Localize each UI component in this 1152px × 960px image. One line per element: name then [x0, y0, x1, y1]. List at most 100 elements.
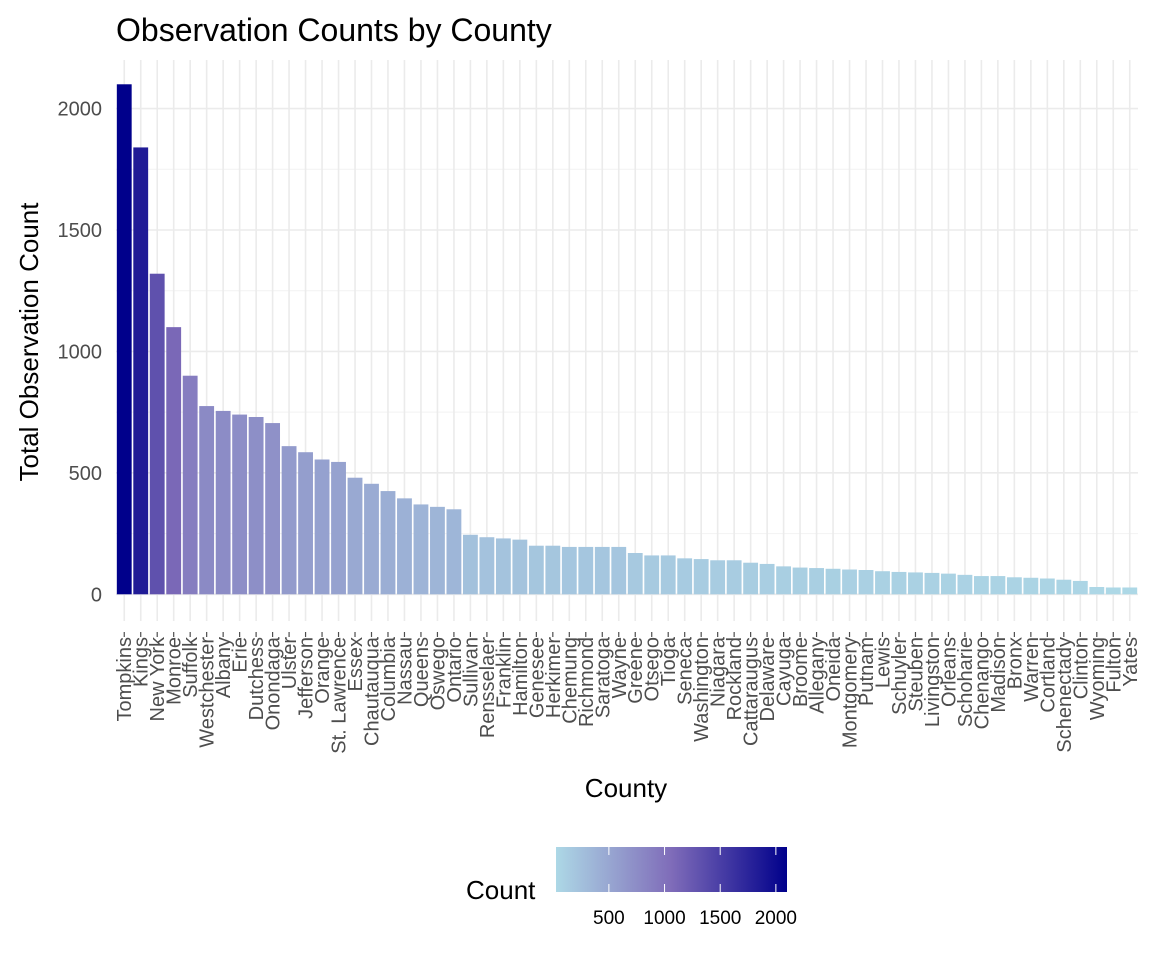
- y-axis-title: Total Observation Count: [14, 202, 44, 482]
- bar: [660, 555, 676, 595]
- x-tick-label: Schuyler: [889, 637, 911, 715]
- y-tick-label: 0: [91, 584, 102, 606]
- x-tick-label: Essex: [345, 637, 367, 691]
- x-tick-label: Lewis: [873, 637, 895, 688]
- bar: [182, 375, 198, 595]
- x-tick-label: Steuben: [905, 637, 927, 712]
- bar: [743, 562, 759, 595]
- bar: [611, 546, 627, 595]
- bar: [331, 461, 346, 595]
- bar: [990, 576, 1006, 595]
- bar: [397, 498, 412, 595]
- bar: [627, 553, 643, 595]
- x-tick-label: Delaware: [757, 637, 779, 721]
- x-tick-label: Jefferson: [296, 637, 318, 719]
- x-tick-label: St. Lawrence: [329, 637, 351, 754]
- bar: [347, 477, 363, 595]
- x-tick-label: Orange: [312, 637, 334, 704]
- x-tick-label: Monroe: [164, 637, 186, 705]
- x-tick-label: Rockland: [724, 637, 746, 720]
- x-tick-label: Rensselaer: [477, 637, 499, 739]
- x-tick-label: Herkimer: [543, 637, 565, 718]
- bar: [446, 509, 462, 595]
- bar: [265, 423, 281, 595]
- x-tick-label: Madison: [988, 637, 1010, 713]
- x-tick-label: Chemung: [559, 637, 581, 724]
- x-tick-label: Tompkins: [114, 637, 136, 721]
- x-tick-label: Warren: [1021, 637, 1043, 702]
- x-tick-label: Orleans: [938, 637, 960, 707]
- bar: [281, 446, 297, 595]
- legend-tick-label: 2000: [755, 908, 797, 929]
- bar: [512, 539, 528, 595]
- x-tick-label: Chenango: [971, 637, 993, 729]
- bar: [957, 574, 973, 595]
- legend-title: Count: [466, 875, 536, 905]
- legend-tick-label: 500: [593, 908, 625, 929]
- x-tick-label: Oneida: [823, 636, 845, 701]
- bar: [314, 459, 330, 595]
- x-tick-label: Nassau: [394, 637, 416, 705]
- x-tick-label: Ontario: [444, 637, 466, 703]
- y-tick-label: 1000: [58, 341, 103, 363]
- bar: [1039, 578, 1055, 595]
- bar: [1006, 577, 1022, 595]
- x-tick-label: Livingston: [922, 637, 944, 727]
- x-tick-label: Chautauqua: [362, 636, 384, 746]
- x-tick-label: Genesee: [526, 637, 548, 718]
- bar: [875, 571, 890, 595]
- bar: [578, 546, 594, 595]
- bar: [924, 572, 940, 595]
- bar: [677, 558, 693, 595]
- bar: [149, 273, 165, 595]
- x-tick-label: Montgomery: [840, 637, 862, 748]
- x-tick-label: Otsego: [642, 637, 664, 701]
- bar: [726, 560, 742, 595]
- bar: [1105, 587, 1121, 595]
- bar: [594, 546, 610, 595]
- bar: [710, 560, 726, 595]
- bar: [364, 483, 379, 595]
- x-tick-label: Allegany: [807, 637, 829, 714]
- x-axis-title: County: [585, 773, 667, 803]
- bar: [1122, 587, 1138, 595]
- legend-ticks: 500 1000 1500 2000: [593, 847, 797, 929]
- x-tick-label: Yates: [1120, 637, 1142, 687]
- bar: [495, 538, 511, 595]
- x-tick-label: Bronx: [1004, 637, 1026, 689]
- x-tick-label: Queens: [411, 637, 433, 707]
- bar: [545, 545, 561, 595]
- legend: Count 500 1000 1500 2000: [466, 847, 797, 929]
- bar: [759, 563, 775, 595]
- x-tick-label: Cayuga: [774, 636, 796, 706]
- x-tick-label: New York: [147, 636, 169, 721]
- x-tick-label: Hamilton: [510, 637, 532, 716]
- x-tick-label: Columbia: [378, 636, 400, 721]
- x-tick-label: Oswego: [427, 637, 449, 710]
- x-tick-label: Putnam: [856, 637, 878, 706]
- bars: [116, 84, 1138, 595]
- x-tick-label: Seneca: [675, 636, 697, 705]
- bar: [973, 576, 989, 595]
- bar: [693, 559, 709, 595]
- x-tick-label: Westchester: [197, 637, 219, 748]
- x-tick-label: Wyoming: [1087, 637, 1109, 720]
- bar: [462, 534, 478, 595]
- x-tick-label: Clinton: [1070, 637, 1092, 699]
- bar: [248, 417, 264, 595]
- x-tick-label: Richmond: [576, 637, 598, 727]
- x-tick-label: Schoharie: [955, 637, 977, 727]
- y-tick-label: 2000: [58, 99, 103, 121]
- chart-title: Observation Counts by County: [116, 12, 552, 48]
- x-tick-label: Cattaraugus: [741, 637, 763, 746]
- bar: [1056, 579, 1072, 595]
- x-tick-label: Cortland: [1037, 637, 1059, 713]
- x-tick-label: Niagara: [708, 636, 730, 707]
- bar: [891, 571, 907, 595]
- legend-colorbar: [556, 847, 787, 892]
- bar: [528, 545, 544, 595]
- bar: [199, 406, 215, 595]
- x-tick-label: Saratoga: [592, 636, 614, 718]
